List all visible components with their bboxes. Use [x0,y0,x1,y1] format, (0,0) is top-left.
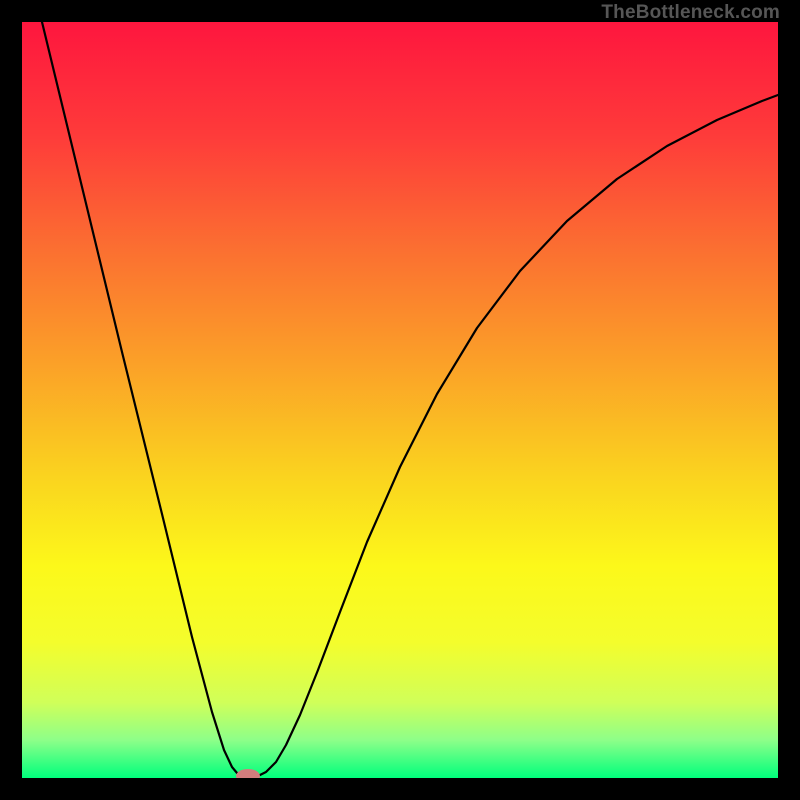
watermark-text: TheBottleneck.com [601,2,780,24]
chart-frame: TheBottleneck.com [0,0,800,800]
bottleneck-curve [42,22,778,777]
minimum-marker [236,769,260,778]
plot-area [22,22,778,778]
curve-layer [22,22,778,778]
